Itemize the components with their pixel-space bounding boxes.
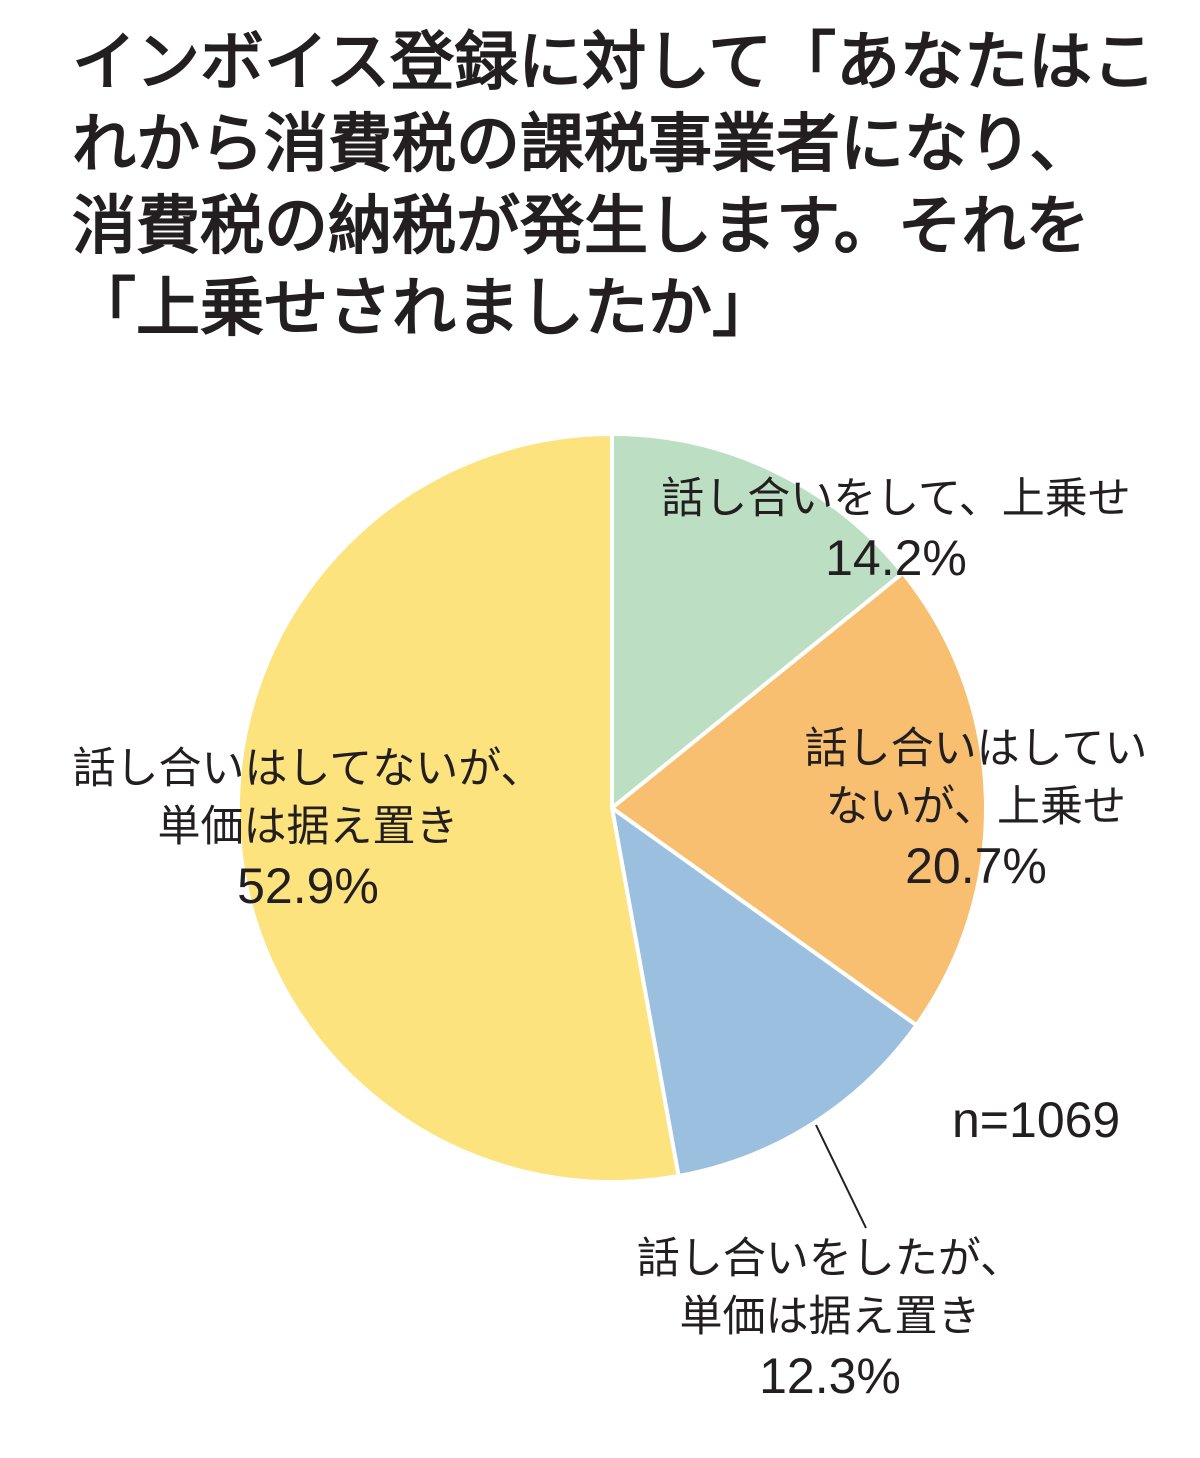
slice-label-3-value: 12.3% xyxy=(759,1348,901,1404)
pie-slices xyxy=(235,432,988,1184)
slice-label-2-text-2: ないが、上乗せ xyxy=(825,782,1127,832)
chart-title-line-2: れから消費税の課税事業者になり、 xyxy=(72,108,1094,182)
slice-label-2-text-1: 話し合いはしてい xyxy=(804,724,1148,774)
pie-slice-3 xyxy=(610,806,919,1179)
chart-title-line-1: インボイス登録に対して「あなたはこ xyxy=(72,26,1157,100)
leader-line-slice-3 xyxy=(815,1124,867,1229)
slice-label-4-text-1: 話し合いはしてないが、 xyxy=(72,744,544,794)
chart-title-line-4: 「上乗せされましたか」 xyxy=(72,272,776,346)
slice-label-2: 話し合いはしてい ないが、上乗せ 20.7% xyxy=(766,720,1186,896)
slice-label-3: 話し合いをしたが、 単価は据え置き 12.3% xyxy=(600,1230,1060,1406)
pie-slice-4 xyxy=(235,432,681,1184)
slice-label-2-value: 20.7% xyxy=(905,838,1047,894)
slice-label-1-text-1: 話し合いをして、上乗せ xyxy=(661,474,1131,524)
slice-label-4-value: 52.9% xyxy=(237,858,379,914)
slice-label-4-text-2: 単価は据え置き xyxy=(157,802,459,852)
pie-slice-1 xyxy=(610,432,905,810)
chart-title-line-3: 消費税の納税が発生します。それを xyxy=(72,190,1090,264)
slice-label-1: 話し合いをして、上乗せ 14.2% xyxy=(626,470,1166,588)
slice-label-3-text-1: 話し合いをしたが、 xyxy=(636,1234,1024,1284)
sample-size: n=1069 xyxy=(952,1092,1121,1148)
pie-slice-2 xyxy=(610,570,988,1028)
slice-label-1-value: 14.2% xyxy=(825,530,967,586)
chart-title: インボイス登録に対して「あなたはこ れから消費税の課税事業者になり、 消費税の納… xyxy=(72,22,1172,350)
slice-label-3-text-2: 単価は据え置き xyxy=(679,1292,981,1342)
slice-label-4: 話し合いはしてないが、 単価は据え置き 52.9% xyxy=(28,740,588,916)
